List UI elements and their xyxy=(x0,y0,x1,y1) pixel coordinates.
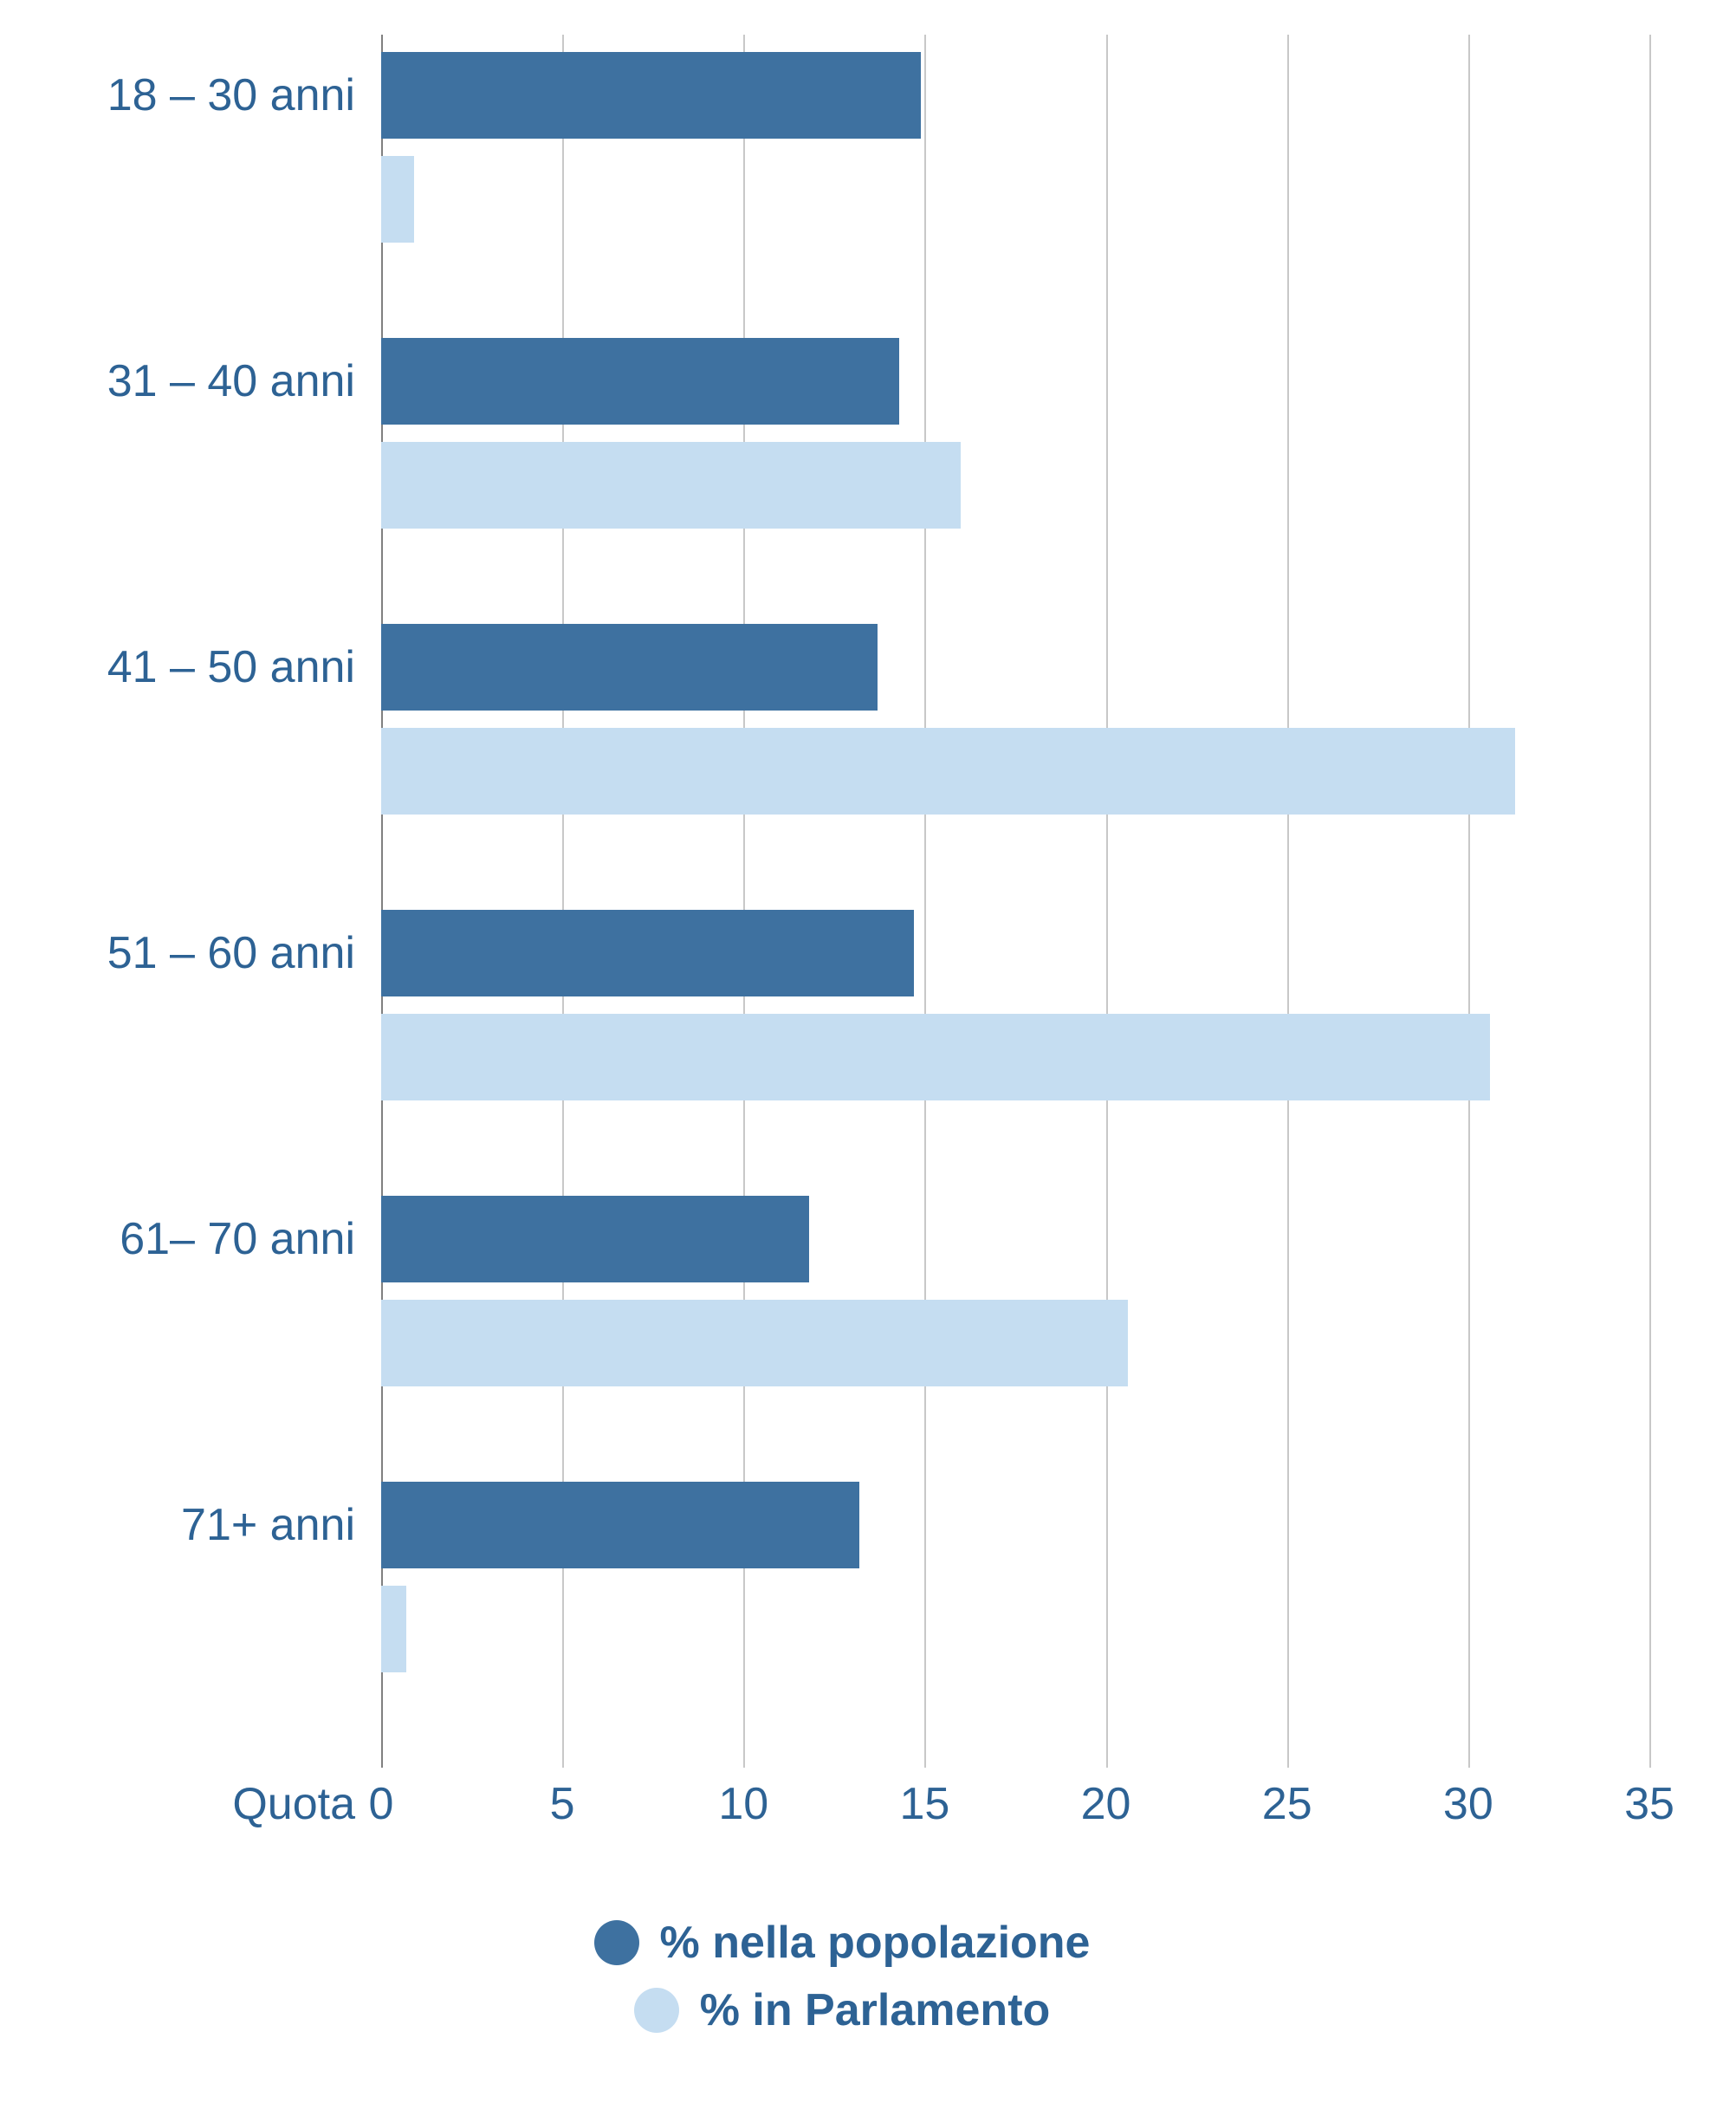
bar-parliament xyxy=(381,156,414,243)
gridline xyxy=(924,35,926,1768)
x-tick-label: 20 xyxy=(1081,1778,1131,1830)
y-label: 41 – 50 anni xyxy=(35,645,355,690)
x-tick-label: 35 xyxy=(1624,1778,1674,1830)
legend: % nella popolazione % in Parlamento xyxy=(35,1917,1649,2036)
x-tick-label: 10 xyxy=(718,1778,768,1830)
x-axis-ticks: 05101520253035 xyxy=(381,1778,1649,1847)
legend-swatch-icon xyxy=(594,1920,639,1965)
bar-parliament xyxy=(381,442,961,529)
y-label: 61– 70 anni xyxy=(35,1217,355,1262)
bar-parliament xyxy=(381,1014,1490,1100)
bar-population xyxy=(381,910,914,996)
bar-population xyxy=(381,624,878,711)
bar-population xyxy=(381,338,899,425)
bar-population xyxy=(381,1196,809,1282)
x-tick-label: 5 xyxy=(550,1778,575,1830)
y-label: 71+ anni xyxy=(35,1503,355,1548)
y-axis-labels: 18 – 30 anni 31 – 40 anni 41 – 50 anni 5… xyxy=(35,35,381,1768)
y-label: 18 – 30 anni xyxy=(35,73,355,118)
x-axis-title: Quota xyxy=(232,1779,355,1829)
legend-item-population: % nella popolazione xyxy=(594,1917,1091,1969)
x-tick-label: 25 xyxy=(1262,1778,1312,1830)
plot-area: 18 – 30 anni 31 – 40 anni 41 – 50 anni 5… xyxy=(35,35,1649,1768)
gridline xyxy=(1649,35,1651,1768)
plot xyxy=(381,35,1649,1768)
bar-parliament xyxy=(381,1300,1128,1386)
legend-label: % in Parlamento xyxy=(700,1984,1051,2036)
x-tick-label: 30 xyxy=(1443,1778,1493,1830)
x-tick-label: 0 xyxy=(369,1778,394,1830)
y-label: 31 – 40 anni xyxy=(35,359,355,404)
bar-parliament xyxy=(381,728,1515,815)
gridline xyxy=(1468,35,1470,1768)
gridline xyxy=(1287,35,1289,1768)
age-quota-chart: 18 – 30 anni 31 – 40 anni 41 – 50 anni 5… xyxy=(0,0,1736,2116)
legend-swatch-icon xyxy=(634,1988,679,2033)
x-axis: Quota 05101520253035 xyxy=(35,1778,1649,1847)
bar-population xyxy=(381,1482,859,1568)
y-label: 51 – 60 anni xyxy=(35,931,355,976)
gridline xyxy=(1106,35,1108,1768)
bar-parliament xyxy=(381,1586,406,1672)
x-tick-label: 15 xyxy=(900,1778,950,1830)
bar-population xyxy=(381,52,921,139)
legend-item-parliament: % in Parlamento xyxy=(634,1984,1051,2036)
legend-label: % nella popolazione xyxy=(660,1917,1091,1969)
